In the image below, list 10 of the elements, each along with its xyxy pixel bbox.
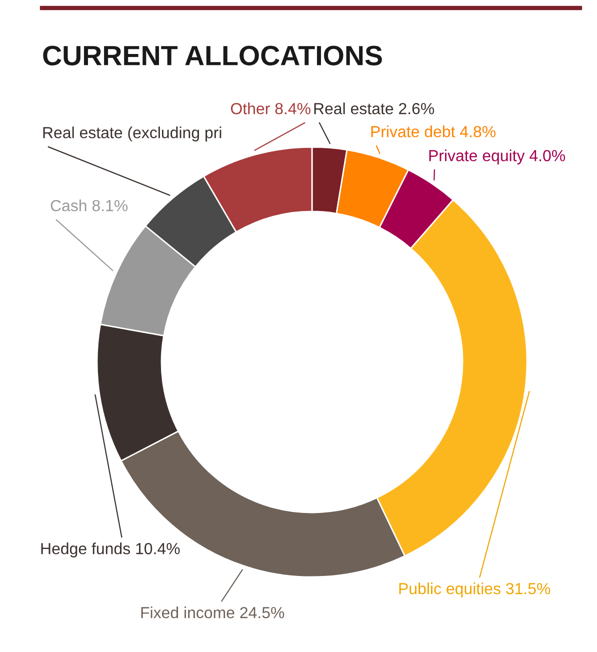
slice-label: Real estate (excluding pri [43, 126, 222, 142]
chart-title: CURRENT ALLOCATIONS [43, 46, 382, 66]
slice-label: Other 8.4% [230, 102, 310, 114]
slice-label: Private debt 4.8% [371, 126, 496, 138]
slice-label: Fixed income 24.5% [141, 606, 284, 618]
slice-label: Private equity 4.0% [429, 150, 566, 164]
slice-label: Public equities 31.5% [399, 582, 550, 598]
slice-label: Real estate 2.6% [314, 102, 434, 114]
slice-label: Cash 8.1% [50, 200, 128, 212]
slice-label: Hedge funds 10.4% [41, 542, 180, 558]
